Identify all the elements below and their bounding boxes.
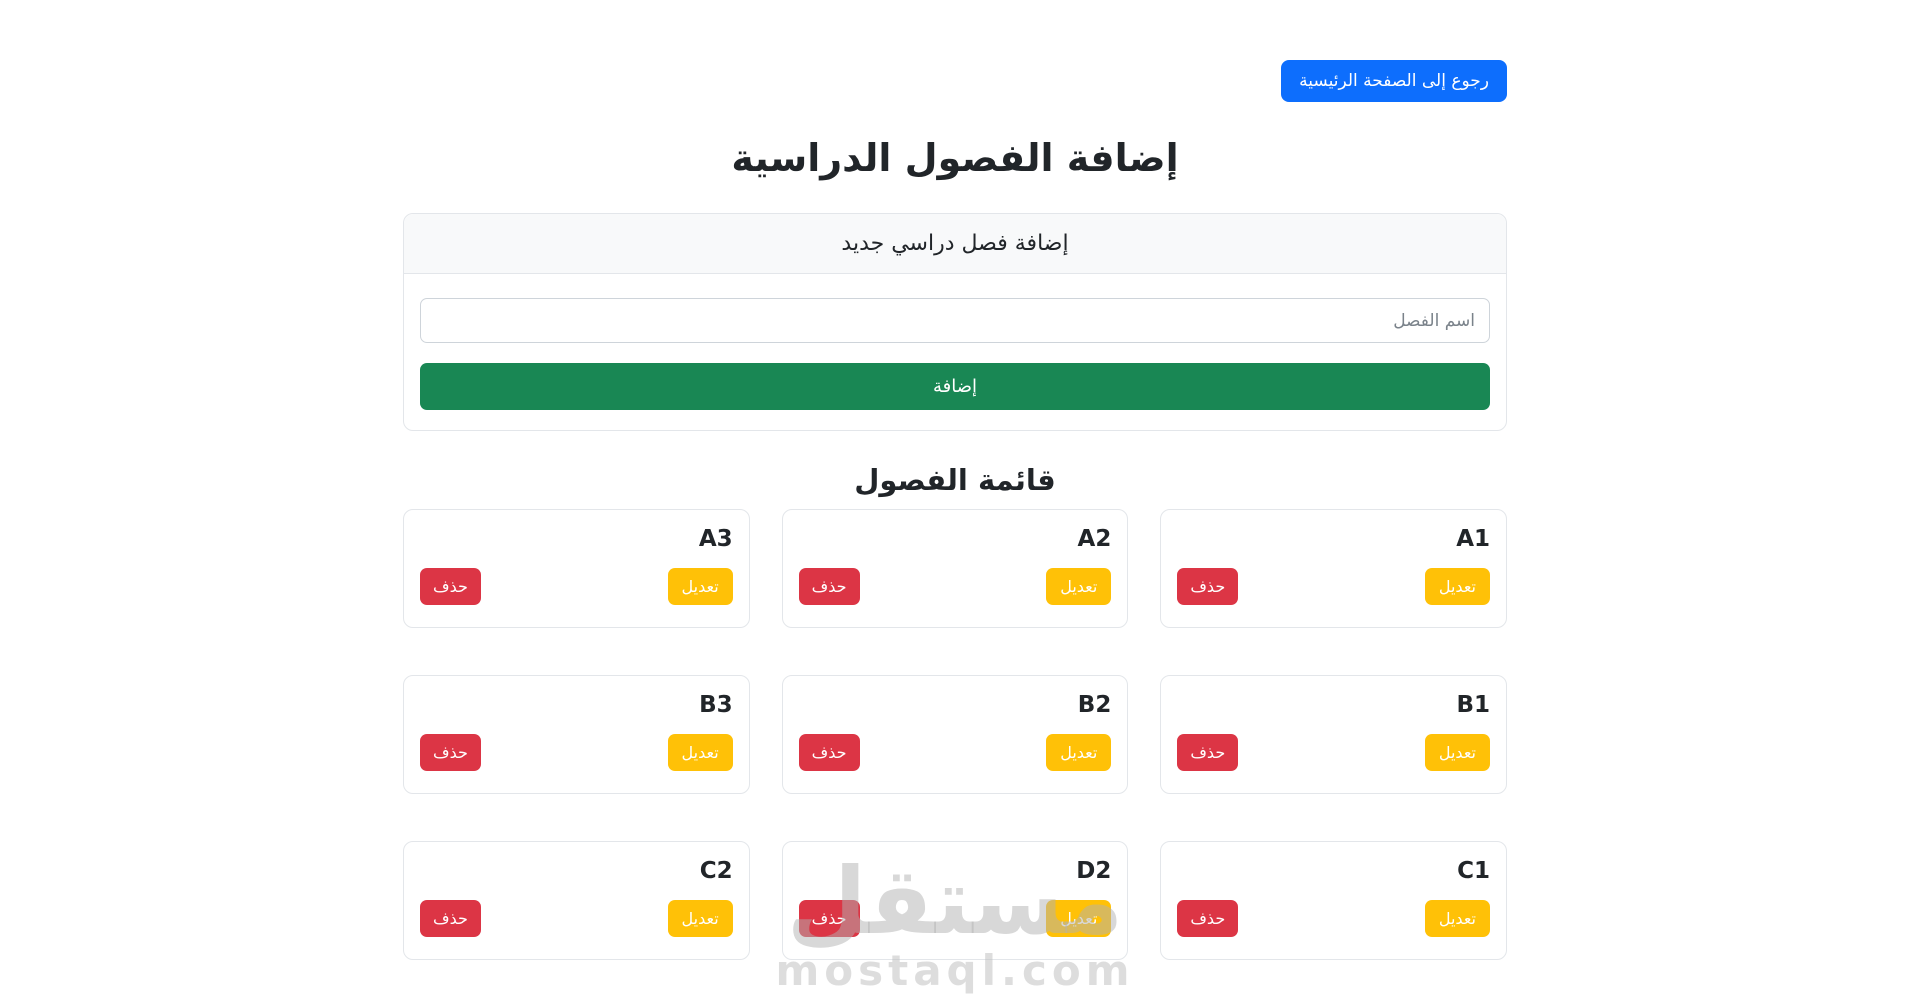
class-card: C1 تعديل حذف bbox=[1160, 840, 1507, 960]
class-card-actions: تعديل حذف bbox=[798, 734, 1112, 772]
edit-button[interactable]: تعديل bbox=[667, 568, 733, 606]
delete-button[interactable]: حذف bbox=[420, 734, 481, 772]
delete-button[interactable]: حذف bbox=[798, 568, 860, 606]
class-card: C2 تعديل حذف bbox=[403, 840, 750, 960]
class-name: B2 bbox=[1077, 691, 1112, 718]
class-card: D2 تعديل حذف bbox=[781, 840, 1129, 960]
add-button[interactable]: إضافة bbox=[420, 363, 1490, 410]
edit-button[interactable]: تعديل bbox=[1046, 734, 1112, 772]
class-name-input[interactable] bbox=[420, 298, 1490, 343]
edit-button[interactable]: تعديل bbox=[667, 900, 733, 938]
add-class-card-title: إضافة فصل دراسي جديد bbox=[404, 214, 1506, 274]
edit-button[interactable]: تعديل bbox=[1424, 734, 1490, 772]
class-card-actions: تعديل حذف bbox=[1177, 900, 1490, 938]
class-card: B3 تعديل حذف bbox=[403, 674, 750, 794]
class-name: B3 bbox=[699, 691, 733, 718]
class-name: C1 bbox=[1457, 857, 1490, 884]
back-to-home-button[interactable]: رجوع إلى الصفحة الرئيسية bbox=[1281, 60, 1507, 102]
delete-button[interactable]: حذف bbox=[420, 900, 481, 938]
edit-button[interactable]: تعديل bbox=[1046, 568, 1112, 606]
class-card-actions: تعديل حذف bbox=[1177, 734, 1490, 772]
delete-button[interactable]: حذف bbox=[1177, 900, 1239, 938]
class-name: B1 bbox=[1456, 691, 1490, 718]
class-card-actions: تعديل حذف bbox=[420, 734, 733, 772]
class-card-actions: تعديل حذف bbox=[420, 568, 733, 606]
add-class-card: إضافة فصل دراسي جديد إضافة bbox=[403, 213, 1507, 431]
class-card: A1 تعديل حذف bbox=[1160, 508, 1507, 628]
class-card-actions: تعديل حذف bbox=[420, 900, 733, 938]
page-title: إضافة الفصول الدراسية bbox=[731, 136, 1179, 180]
class-grid: A1 تعديل حذف A2 تعديل حذف A3 تعديل حذف B… bbox=[403, 508, 1507, 960]
delete-button[interactable]: حذف bbox=[1177, 734, 1239, 772]
class-name: C2 bbox=[699, 857, 733, 884]
edit-button[interactable]: تعديل bbox=[1424, 568, 1490, 606]
edit-button[interactable]: تعديل bbox=[1046, 900, 1112, 938]
class-card: B1 تعديل حذف bbox=[1160, 674, 1507, 794]
class-card: A2 تعديل حذف bbox=[781, 508, 1129, 628]
class-card-actions: تعديل حذف bbox=[1177, 568, 1490, 606]
class-name: A1 bbox=[1456, 525, 1490, 552]
delete-button[interactable]: حذف bbox=[798, 900, 860, 938]
class-card-actions: تعديل حذف bbox=[798, 568, 1112, 606]
main-container: رجوع إلى الصفحة الرئيسية إضافة الفصول ال… bbox=[403, 0, 1507, 960]
topbar: رجوع إلى الصفحة الرئيسية bbox=[403, 0, 1507, 102]
edit-button[interactable]: تعديل bbox=[667, 734, 733, 772]
delete-button[interactable]: حذف bbox=[1177, 568, 1239, 606]
edit-button[interactable]: تعديل bbox=[1424, 900, 1490, 938]
class-card-actions: تعديل حذف bbox=[798, 900, 1112, 938]
class-name: A2 bbox=[1077, 525, 1112, 552]
delete-button[interactable]: حذف bbox=[420, 568, 481, 606]
delete-button[interactable]: حذف bbox=[798, 734, 860, 772]
class-card: B2 تعديل حذف bbox=[781, 674, 1129, 794]
add-class-card-body: إضافة bbox=[404, 274, 1506, 430]
class-name: D2 bbox=[1076, 857, 1112, 884]
class-card: A3 تعديل حذف bbox=[403, 508, 750, 628]
class-name: A3 bbox=[698, 525, 733, 552]
class-list-title: قائمة الفصول bbox=[854, 463, 1056, 497]
